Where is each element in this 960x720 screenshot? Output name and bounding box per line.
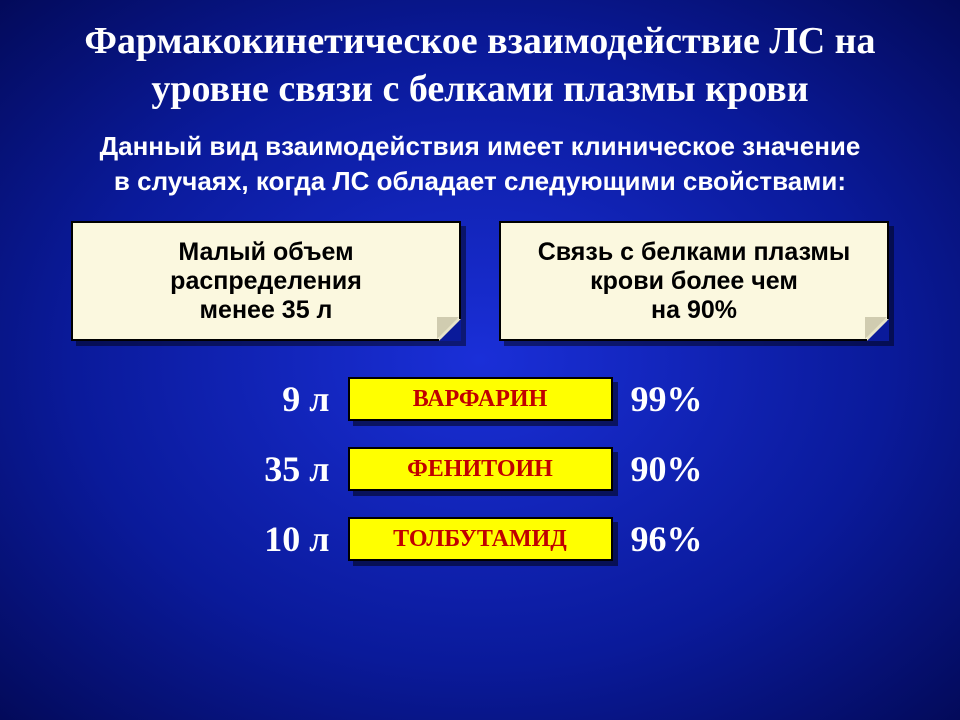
box-line: Малый объем	[85, 238, 447, 267]
binding-value: 96%	[631, 518, 751, 560]
drug-row: 9 л ВАРФАРИН 99%	[0, 377, 960, 421]
box-line: крови более чем	[513, 267, 875, 296]
box-line: менее 35 л	[85, 296, 447, 325]
box-line: на 90%	[513, 296, 875, 325]
binding-value: 99%	[631, 378, 751, 420]
volume-value: 9 л	[210, 378, 330, 420]
drug-chip: ВАРФАРИН	[348, 377, 613, 421]
fold-icon	[865, 317, 887, 339]
subtitle-line: в случаях, когда ЛС обладает следующими …	[114, 166, 846, 196]
drug-chip: ТОЛБУТАМИД	[348, 517, 613, 561]
criteria-row: Малый объем распределения менее 35 л Свя…	[0, 217, 960, 369]
drugs-list: 9 л ВАРФАРИН 99% 35 л ФЕНИТОИН 90% 10 л …	[0, 369, 960, 561]
drug-row: 35 л ФЕНИТОИН 90%	[0, 447, 960, 491]
criteria-box-volume: Малый объем распределения менее 35 л	[71, 221, 461, 341]
drug-row: 10 л ТОЛБУТАМИД 96%	[0, 517, 960, 561]
subtitle-line: Данный вид взаимодействия имеет клиничес…	[100, 131, 861, 161]
box-line: распределения	[85, 267, 447, 296]
box-line: Связь с белками плазмы	[513, 238, 875, 267]
page-subtitle: Данный вид взаимодействия имеет клиничес…	[0, 121, 960, 217]
binding-value: 90%	[631, 448, 751, 490]
page-title: Фармакокинетическое взаимодействие ЛС на…	[0, 0, 960, 121]
criteria-box-binding: Связь с белками плазмы крови более чем н…	[499, 221, 889, 341]
volume-value: 10 л	[210, 518, 330, 560]
drug-chip: ФЕНИТОИН	[348, 447, 613, 491]
volume-value: 35 л	[210, 448, 330, 490]
fold-icon	[437, 317, 459, 339]
